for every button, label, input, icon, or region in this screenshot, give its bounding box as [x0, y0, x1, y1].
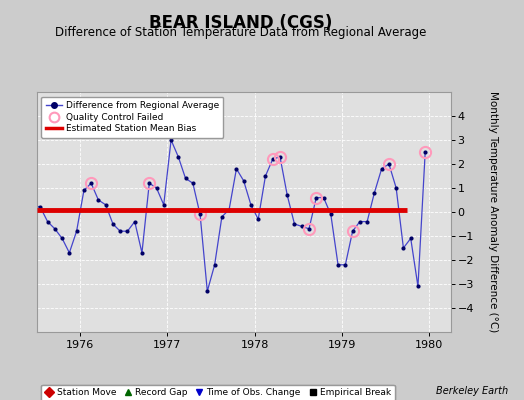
Text: BEAR ISLAND (CGS): BEAR ISLAND (CGS) [149, 14, 333, 32]
Y-axis label: Monthly Temperature Anomaly Difference (°C): Monthly Temperature Anomaly Difference (… [488, 91, 498, 333]
Legend: Station Move, Record Gap, Time of Obs. Change, Empirical Break: Station Move, Record Gap, Time of Obs. C… [41, 384, 395, 400]
Text: Difference of Station Temperature Data from Regional Average: Difference of Station Temperature Data f… [56, 26, 427, 39]
Text: Berkeley Earth: Berkeley Earth [436, 386, 508, 396]
